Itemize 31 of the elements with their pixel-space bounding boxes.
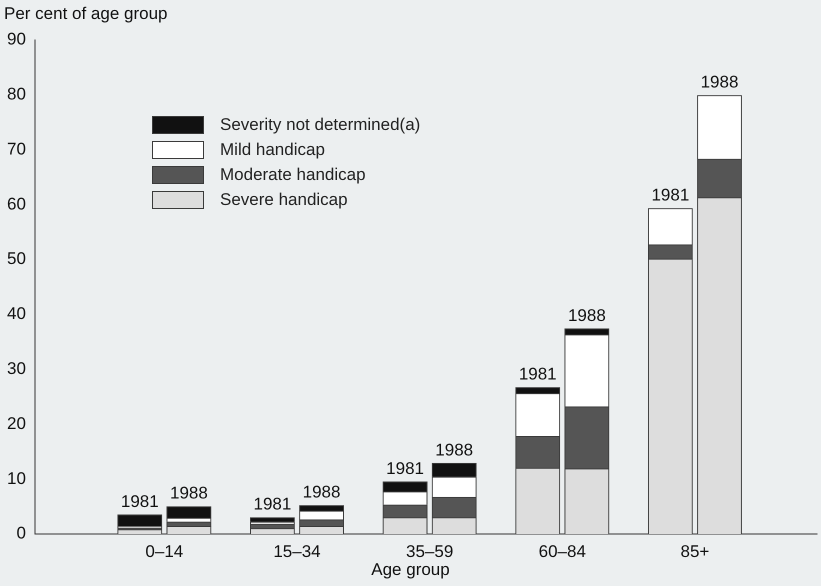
y-tick-label: 70 <box>6 139 26 158</box>
text: 60–84 <box>538 542 586 562</box>
legend-label: Mild handicap <box>220 140 325 160</box>
text: 0–14 <box>145 542 184 562</box>
x-tick-label: 1988 <box>302 482 340 502</box>
x-tick-label: 1981 <box>651 186 690 205</box>
text: 35–59 <box>406 542 454 562</box>
x-tick-label: 1981 <box>120 492 159 511</box>
y-tick-label: 0 <box>16 524 26 543</box>
legend-label: Severe handicap <box>220 190 348 210</box>
x-tick-label: 1981 <box>518 364 557 384</box>
x-tick-label: 1988 <box>170 484 208 503</box>
x-axis-title: Age group <box>370 560 451 580</box>
y-tick-label: 10 <box>6 468 26 488</box>
y-tick-label: 20 <box>6 414 26 433</box>
x-tick-label: 1981 <box>386 459 424 478</box>
x-tick-label: 1981 <box>254 494 292 514</box>
text: 15–34 <box>273 542 321 562</box>
y-tick-label: 90 <box>6 30 26 49</box>
legend-label: Severity not determined(a) <box>220 114 420 134</box>
y-axis-title: Per cent of age group <box>4 4 168 24</box>
y-tick-label: 60 <box>6 194 26 214</box>
x-tick-label: 1988 <box>435 440 474 460</box>
y-tick-label: 80 <box>6 84 26 104</box>
y-tick-label: 40 <box>6 304 26 324</box>
x-tick-label: 1988 <box>700 72 738 92</box>
y-tick-label: 50 <box>6 249 26 268</box>
y-tick-label: 30 <box>6 359 26 378</box>
x-tick-label: 1988 <box>568 306 606 325</box>
legend-label: Moderate handicap <box>220 164 366 184</box>
text: 85+ <box>680 542 710 562</box>
